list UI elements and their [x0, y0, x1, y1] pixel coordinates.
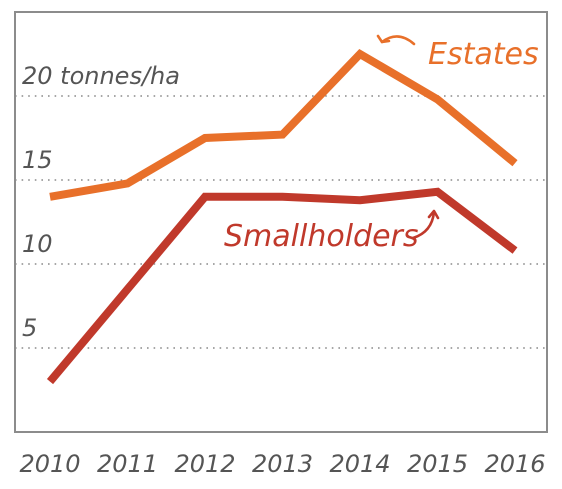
x-tick-label: 2013 [252, 450, 313, 478]
smallholders-arrowhead-icon [427, 209, 440, 220]
y-tick-label: 15 [22, 146, 53, 174]
y-tick-labels: 5 10 15 20 tonnes/ha [22, 62, 180, 342]
estates-arrowhead-icon [376, 34, 391, 44]
x-tick-labels: 2010 2011 2012 2013 2014 2015 2016 [19, 450, 545, 478]
x-tick-label: 2014 [329, 450, 390, 478]
y-tick-label: 10 [22, 230, 53, 258]
series-label-smallholders: Smallholders [224, 219, 419, 254]
x-tick-label: 2012 [174, 450, 235, 478]
x-tick-label: 2011 [97, 450, 158, 478]
y-tick-label: 20 tonnes/ha [22, 62, 180, 90]
gridlines [15, 95, 547, 349]
series-label-estates: Estates [428, 37, 539, 72]
series-labels: Estates Smallholders [224, 34, 539, 254]
x-tick-label: 2010 [19, 450, 80, 478]
estates-arrow-icon [380, 35, 416, 46]
x-tick-label: 2015 [407, 450, 468, 478]
plot-frame [14, 11, 548, 433]
y-tick-label: 5 [22, 314, 37, 342]
x-tick-label: 2016 [484, 450, 545, 478]
smallholders-arrow-icon [411, 210, 436, 240]
series-lines [46, 48, 518, 385]
